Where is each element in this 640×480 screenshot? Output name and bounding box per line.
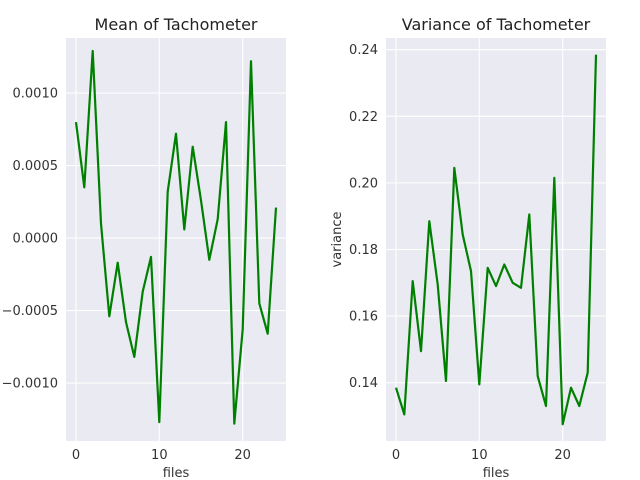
y-tick-label: −0.0005 xyxy=(2,304,58,319)
data-line xyxy=(74,49,278,425)
x-axis-label: files xyxy=(163,466,190,480)
chart-title: Variance of Tachometer xyxy=(402,15,591,34)
y-tick-label: 0.24 xyxy=(349,43,378,58)
y-tick-label: 0.14 xyxy=(349,376,378,391)
plot-background xyxy=(386,38,606,441)
x-tick-label: 10 xyxy=(151,448,168,463)
variance-tachometer-chart: 0.14 0.16 0.18 0.20 0.22 0.24 0 10 20 Variance … xyxy=(330,15,606,480)
x-tick-label: 10 xyxy=(471,448,488,463)
y-tick-label: 0.0005 xyxy=(13,159,59,174)
y-tick-labels: 0.14 0.16 0.18 0.20 0.22 0.24 xyxy=(349,43,378,391)
x-tick-label: 0 xyxy=(392,448,400,463)
x-axis-label: files xyxy=(483,466,510,480)
y-tick-label: 0.22 xyxy=(349,110,378,125)
x-tick-label: 20 xyxy=(554,448,571,463)
data-line xyxy=(394,54,598,426)
y-tick-label: −0.0010 xyxy=(2,377,58,392)
y-tick-label: 0.20 xyxy=(349,176,378,191)
series xyxy=(394,54,598,426)
y-axis-label: variance xyxy=(330,212,345,268)
x-tick-labels: 0 10 20 xyxy=(392,448,571,463)
y-tick-label: 0.0010 xyxy=(13,87,59,102)
x-tick-label: 20 xyxy=(234,448,251,463)
chart-title: Mean of Tachometer xyxy=(95,15,258,34)
mean-tachometer-chart: −0.0010 −0.0005 0.0000 0.0005 0.0010 0 10 20 M… xyxy=(2,15,286,480)
series xyxy=(74,49,278,425)
y-tick-labels: −0.0010 −0.0005 0.0000 0.0005 0.0010 xyxy=(2,87,58,392)
x-tick-labels: 0 10 20 xyxy=(72,448,251,463)
y-tick-label: 0.16 xyxy=(349,310,378,325)
y-tick-label: 0.0000 xyxy=(13,232,59,247)
y-tick-label: 0.18 xyxy=(349,243,378,258)
x-tick-label: 0 xyxy=(72,448,80,463)
